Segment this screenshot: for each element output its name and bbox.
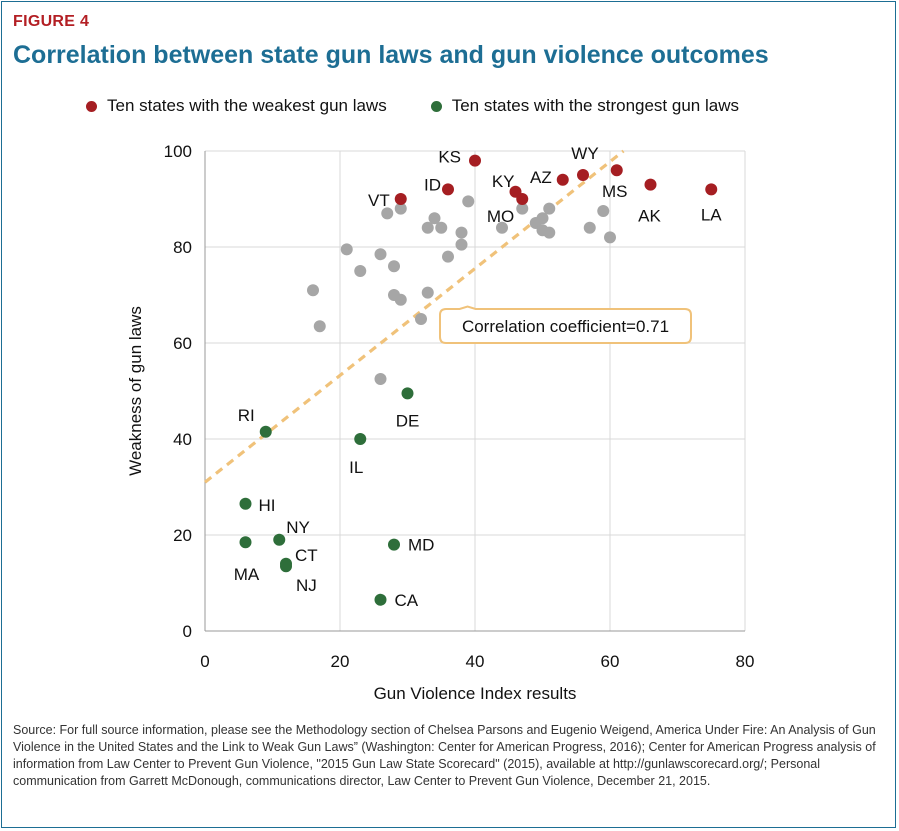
x-tick-label: 20 [331, 652, 350, 671]
point-other-state [455, 238, 468, 251]
label-ny: NY [286, 518, 310, 537]
trendline [204, 149, 625, 484]
label-wy: WY [571, 144, 598, 163]
label-mo: MO [487, 207, 514, 226]
label-il: IL [349, 458, 363, 477]
point-other-state [455, 226, 468, 239]
scatter-chart: 0 20 40 60 80 100 0 20 40 60 80 Gun Violence Index … [126, 142, 755, 703]
point-other-state [543, 202, 556, 215]
point-other-state [435, 221, 448, 234]
point-other-state [421, 286, 434, 299]
point-ma [239, 536, 252, 549]
point-ny [273, 533, 286, 546]
point-other-state [516, 202, 529, 215]
point-other-state [428, 212, 441, 225]
x-axis-title: Gun Violence Index results [374, 684, 577, 703]
legend-marker-strongest [430, 100, 442, 112]
point-id [442, 183, 454, 196]
label-md: MD [408, 536, 434, 555]
y-tick-label: 0 [183, 622, 192, 641]
point-nj [280, 560, 292, 573]
point-ca [374, 593, 387, 606]
y-axis-title: Weakness of gun laws [126, 306, 145, 476]
point-de [401, 387, 414, 400]
source-note: Source: For full source information, ple… [13, 723, 876, 788]
x-tick-label: 80 [736, 652, 755, 671]
point-other-state [496, 221, 508, 234]
label-ca: CA [395, 591, 419, 610]
point-other-state [583, 221, 596, 234]
point-other-state [536, 212, 549, 225]
label-ct: CT [295, 546, 318, 565]
point-other-state [394, 293, 407, 306]
point-other-state [462, 195, 475, 208]
point-md [388, 538, 400, 551]
point-other-state [374, 248, 387, 261]
point-ri [259, 425, 272, 438]
legend-item-strongest: Ten states with the strongest gun laws [430, 96, 739, 116]
point-other-state [597, 205, 610, 217]
point-la [705, 183, 718, 196]
y-tick-label: 100 [164, 142, 192, 161]
point-ks [469, 154, 481, 167]
y-tick-label: 20 [173, 526, 192, 545]
y-tick-label: 60 [173, 334, 192, 353]
y-tick-label: 80 [173, 238, 192, 257]
label-nj: NJ [296, 576, 317, 595]
point-other-state [354, 265, 367, 277]
label-ma: MA [234, 565, 260, 584]
x-tick-label: 60 [601, 652, 620, 671]
point-other-state [381, 207, 394, 220]
point-other-state [421, 221, 434, 234]
label-ak: AK [638, 207, 661, 226]
point-other-state [442, 250, 454, 263]
point-wy [577, 169, 589, 181]
point-other-state [604, 231, 616, 244]
label-hi: HI [259, 496, 276, 515]
y-tick-label: 40 [173, 430, 192, 449]
x-tick-label: 40 [466, 652, 485, 671]
legend-label-weakest: Ten states with the weakest gun laws [107, 96, 387, 115]
label-la: LA [701, 205, 722, 224]
label-az: AZ [530, 168, 552, 187]
point-ms [610, 164, 623, 177]
point-az [556, 173, 569, 186]
point-other-state [394, 202, 407, 215]
legend-label-strongest: Ten states with the strongest gun laws [451, 96, 739, 115]
annotation-text: Correlation coefficient=0.71 [462, 317, 669, 336]
chart-title: Correlation between state gun laws and g… [13, 41, 769, 69]
point-hi [239, 497, 252, 510]
point-other-state [415, 313, 427, 325]
point-other-state [307, 284, 319, 297]
label-ri: RI [238, 406, 255, 425]
point-vt [394, 193, 407, 205]
label-ky: KY [492, 172, 515, 191]
label-ms: MS [602, 182, 628, 201]
point-ak [644, 178, 657, 191]
label-vt: VT [368, 191, 390, 210]
point-other-state [543, 226, 556, 239]
annotation-callout [439, 305, 692, 344]
point-other-state [374, 373, 387, 385]
point-mo [516, 193, 529, 205]
label-de: DE [396, 411, 420, 430]
label-id: ID [424, 175, 441, 194]
chart-legend: Ten states with the weakest gun laws Ten… [86, 96, 739, 116]
point-other-state [313, 320, 326, 333]
label-ks: KS [438, 148, 461, 167]
figure-label: FIGURE 4 [13, 13, 90, 30]
legend-marker-weakest [86, 100, 97, 112]
point-other-state [340, 243, 353, 256]
point-other-state [388, 260, 400, 273]
x-tick-label: 0 [200, 652, 209, 671]
legend-item-weakest: Ten states with the weakest gun laws [86, 96, 387, 116]
point-il [354, 433, 367, 445]
